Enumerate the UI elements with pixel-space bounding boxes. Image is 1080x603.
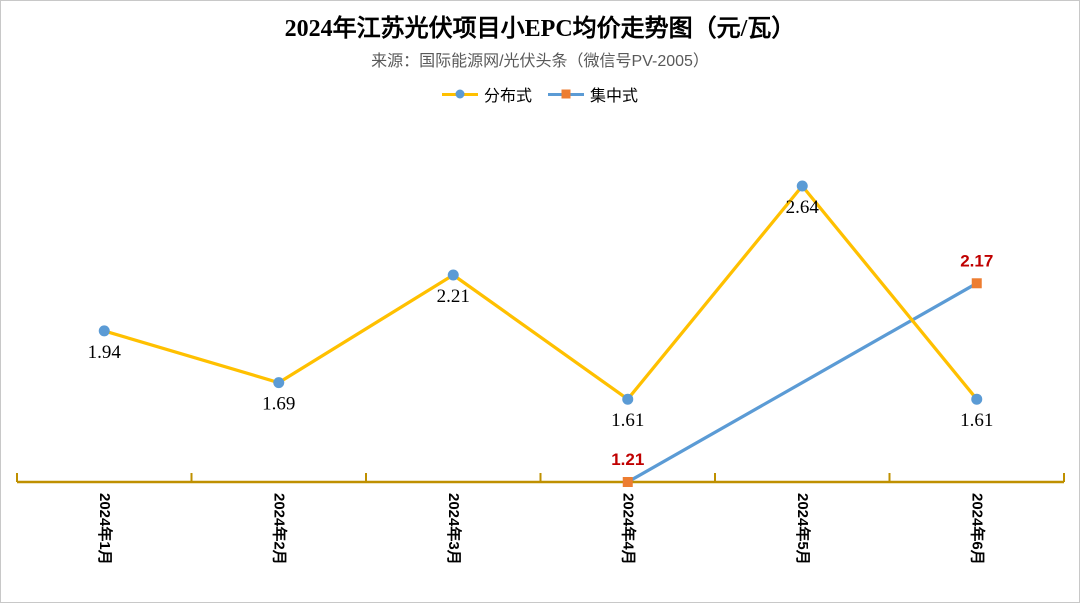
data-label-1: 2.17: [960, 251, 993, 270]
legend-line-circle-marker-icon: [441, 87, 478, 101]
data-label-0: 1.69: [262, 394, 295, 415]
data-label-0: 2.64: [786, 197, 820, 218]
data-point-marker-0: [971, 393, 983, 405]
x-axis-label: 2024年6月: [968, 493, 986, 565]
x-axis-label: 2024年2月: [270, 493, 288, 565]
data-label-0: 1.94: [88, 342, 122, 363]
x-axis-label: 2024年3月: [445, 493, 463, 565]
data-label-1: 1.21: [611, 450, 644, 469]
data-point-marker-0: [273, 377, 285, 389]
series-line-0: [102, 184, 979, 401]
x-axis-label: 2024年4月: [619, 493, 637, 565]
data-point-marker-0: [622, 393, 634, 405]
series-line-1: [626, 281, 979, 484]
data-point-marker-0: [796, 180, 808, 192]
data-label-0: 1.61: [611, 410, 644, 431]
legend-item-centralized: 集中式: [548, 82, 638, 106]
data-point-marker-0: [98, 325, 110, 337]
data-label-0: 2.21: [437, 286, 470, 307]
x-axis-label: 2024年5月: [794, 493, 812, 565]
data-label-0: 1.61: [960, 410, 993, 431]
chart-legend: 分布式 集中式: [1, 82, 1079, 106]
legend-line-square-marker-icon: [548, 87, 584, 101]
data-point-marker-0: [447, 269, 459, 281]
chart-title: 2024年江苏光伏项目小EPC均价走势图（元/瓦）: [284, 16, 796, 42]
legend-label-centralized: 集中式: [590, 88, 639, 105]
data-point-marker-1: [622, 477, 633, 487]
data-point-marker-1: [971, 278, 982, 289]
x-axis-label: 2024年1月: [96, 493, 114, 565]
chart-source-line: 来源：国际能源网/光伏头条（微信号PV-2005）: [371, 53, 709, 70]
legend-item-distributed: 分布式: [441, 82, 532, 106]
legend-label-distributed: 分布式: [483, 88, 532, 105]
chart-header: 2024年江苏光伏项目小EPC均价走势图（元/瓦） 来源：国际能源网/光伏头条（…: [1, 1, 1079, 106]
